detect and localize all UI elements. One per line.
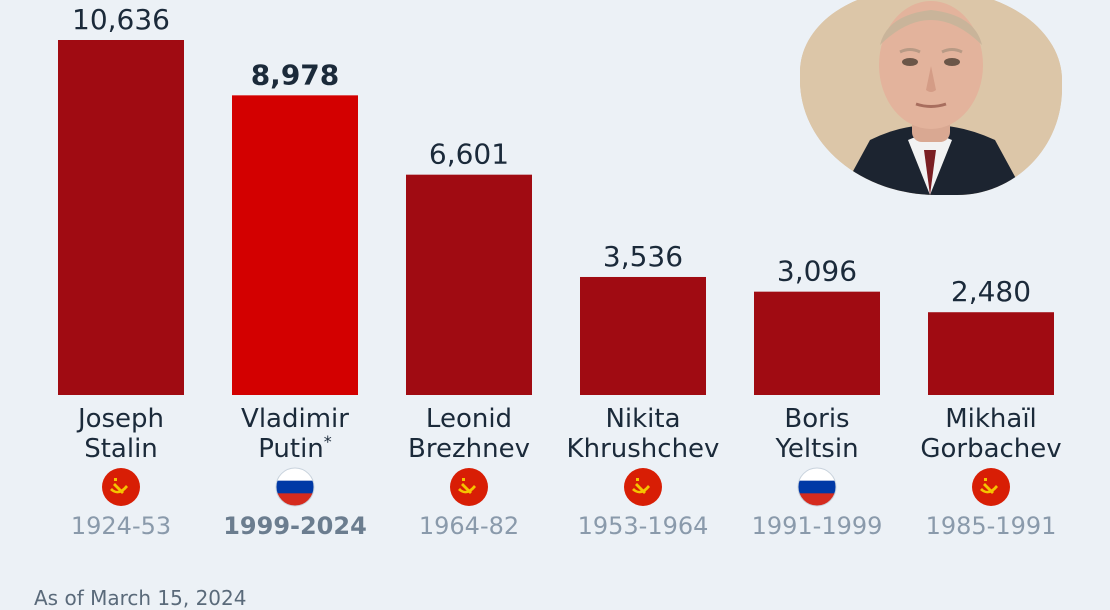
category-label: Vladimir (241, 404, 349, 434)
bar (58, 40, 184, 395)
ussr-flag-icon (972, 468, 1010, 506)
bar (928, 312, 1054, 395)
category-label: Leonid (426, 404, 512, 434)
ussr-flag-icon (450, 468, 488, 506)
hammer-sickle-icon (980, 478, 998, 494)
bar (580, 276, 706, 395)
flag-outline (275, 467, 315, 507)
period-label: 1991-1999 (752, 512, 883, 540)
flag-stripe (798, 480, 836, 494)
category-label: Brezhnev (408, 434, 530, 464)
data-label: 2,480 (951, 275, 1031, 308)
category-label: Stalin (84, 434, 158, 464)
russia-flag-icon (797, 467, 837, 507)
hammer-sickle-icon (632, 478, 650, 494)
period-label: 1924-53 (71, 512, 171, 540)
flag-outline (797, 467, 837, 507)
ussr-flag-icon (102, 468, 140, 506)
category-label: Putin* (258, 432, 332, 464)
period-label: 1999-2024 (223, 512, 367, 540)
bar (406, 174, 532, 395)
category-label: Nikita (605, 404, 680, 434)
hammer-sickle-icon (458, 478, 476, 494)
data-label: 10,636 (72, 3, 170, 36)
category-label: Yeltsin (774, 434, 858, 464)
flag-stripe (798, 468, 836, 482)
category-label: Joseph (76, 404, 164, 434)
period-label: 1964-82 (419, 512, 519, 540)
category-label: Mikhaïl (945, 404, 1037, 434)
flag-stripe (798, 493, 836, 506)
flag-stripe (276, 493, 314, 506)
data-label: 6,601 (429, 138, 509, 171)
period-label: 1953-1964 (578, 512, 709, 540)
category-label: Khrushchev (567, 434, 720, 464)
data-label: 3,536 (603, 240, 683, 273)
category-label: Gorbachev (920, 434, 1061, 464)
ussr-flag-icon (624, 468, 662, 506)
russia-flag-icon (275, 467, 315, 507)
hammer-sickle-icon (110, 478, 128, 494)
footnote-marker: * (324, 432, 332, 451)
period-label: 1985-1991 (926, 512, 1057, 540)
category-label: Boris (784, 404, 849, 434)
flag-stripe (276, 468, 314, 482)
bar (232, 95, 358, 395)
bar (754, 291, 880, 395)
leader-portrait-photo (800, 0, 1062, 195)
data-label: 8,978 (251, 58, 340, 91)
flag-stripe (276, 480, 314, 494)
data-label: 3,096 (777, 255, 857, 288)
footnote: As of March 15, 2024 (34, 586, 247, 610)
